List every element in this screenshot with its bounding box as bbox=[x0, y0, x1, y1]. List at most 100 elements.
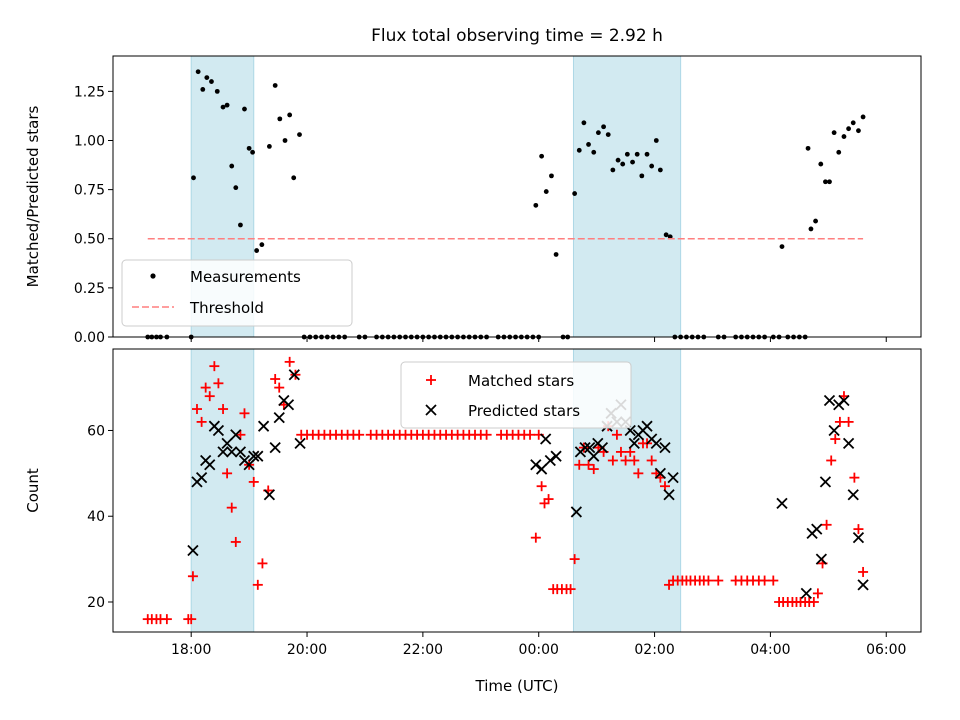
measurement-point bbox=[850, 120, 856, 126]
measurement-point bbox=[586, 142, 591, 147]
matched-star-marker bbox=[858, 566, 869, 577]
matched-star-marker bbox=[222, 468, 233, 479]
matched-star-marker bbox=[821, 519, 832, 530]
x-tick-label: 20:00 bbox=[287, 642, 327, 658]
y-tick-label: 60 bbox=[87, 423, 105, 439]
marker-stroke bbox=[579, 441, 591, 454]
marker-stroke bbox=[187, 544, 199, 557]
measurement-point bbox=[214, 88, 220, 94]
legend-predicted-label: Predicted stars bbox=[468, 402, 580, 420]
matched-star-marker bbox=[235, 429, 246, 440]
measurement-point bbox=[287, 112, 293, 118]
y-axis-label: Matched/Predicted stars bbox=[24, 106, 42, 288]
predicted-star-marker bbox=[579, 441, 591, 454]
predicted-star-marker bbox=[800, 587, 812, 600]
legend-predicted-marker bbox=[425, 404, 437, 416]
measurement-point bbox=[242, 106, 247, 112]
matched-star-marker bbox=[525, 429, 536, 440]
predicted-star-marker bbox=[650, 437, 662, 449]
marker-stroke bbox=[212, 424, 225, 437]
measurement-point bbox=[209, 79, 214, 84]
legend-measurement-label: Measurements bbox=[190, 268, 301, 286]
predicted-star-marker bbox=[294, 437, 306, 449]
matched-star-marker bbox=[239, 408, 250, 419]
marker-stroke bbox=[263, 489, 276, 501]
predicted-star-marker bbox=[187, 544, 199, 557]
predicted-star-marker bbox=[288, 369, 300, 381]
predicted-star-marker bbox=[588, 450, 600, 462]
marker-stroke bbox=[659, 441, 671, 454]
measurement-point bbox=[630, 159, 635, 165]
measurement-point bbox=[805, 145, 811, 151]
marker-stroke bbox=[588, 450, 600, 462]
chart-title: Flux total observing time = 2.92 h bbox=[371, 26, 663, 46]
marker-stroke bbox=[273, 411, 285, 424]
matched-star-marker bbox=[843, 416, 854, 427]
measurement-point bbox=[610, 167, 616, 173]
marker-stroke bbox=[584, 441, 596, 454]
predicted-star-marker bbox=[273, 411, 285, 424]
measurement-point bbox=[543, 189, 549, 194]
marker-stroke bbox=[842, 437, 855, 449]
predicted-star-marker bbox=[847, 489, 859, 501]
matched-star-marker bbox=[565, 584, 576, 595]
predicted-star-marker bbox=[596, 441, 609, 454]
matched-star-marker bbox=[191, 404, 202, 415]
matched-star-marker bbox=[481, 429, 492, 440]
matched-star-marker bbox=[849, 472, 860, 483]
y-tick-label: 0.50 bbox=[74, 232, 105, 248]
marker-stroke bbox=[234, 446, 247, 458]
marker-stroke bbox=[828, 424, 840, 437]
marker-stroke bbox=[650, 437, 662, 449]
measurement-point bbox=[246, 145, 252, 151]
matched-star-marker bbox=[213, 378, 224, 389]
predicted-star-marker bbox=[663, 489, 675, 501]
matched-star-marker bbox=[607, 455, 618, 466]
marker-stroke bbox=[667, 471, 679, 484]
predicted-star-marker bbox=[819, 476, 832, 488]
predicted-star-marker bbox=[550, 450, 562, 462]
predicted-star-marker bbox=[852, 532, 865, 544]
measurement-point bbox=[250, 149, 255, 155]
y-tick-label: 40 bbox=[87, 509, 105, 525]
legend-top: Measurements Threshold bbox=[121, 259, 353, 327]
measurement-point bbox=[841, 134, 847, 139]
x-tick-label: 00:00 bbox=[519, 642, 559, 658]
predicted-star-marker bbox=[204, 459, 216, 471]
matched-star-marker bbox=[629, 455, 640, 466]
marker-stroke bbox=[852, 532, 865, 544]
measurement-point bbox=[539, 153, 545, 159]
marker-stroke bbox=[243, 459, 255, 471]
x-axis-label: Time (UTC) bbox=[475, 677, 559, 695]
marker-stroke bbox=[663, 489, 675, 501]
predicted-star-marker bbox=[659, 441, 671, 454]
predicted-star-marker bbox=[828, 424, 840, 437]
predicted-star-marker bbox=[667, 471, 679, 484]
marker-stroke bbox=[857, 579, 869, 591]
measurement-point bbox=[204, 75, 210, 81]
predicted-star-marker bbox=[811, 523, 823, 535]
predicted-star-marker bbox=[535, 463, 548, 475]
matched-star-marker bbox=[226, 502, 237, 513]
measurement-point bbox=[856, 128, 861, 134]
matched-star-marker bbox=[186, 614, 197, 625]
y-tick-label: 0.00 bbox=[74, 330, 105, 346]
measurement-point bbox=[657, 167, 663, 173]
matched-star-marker bbox=[569, 554, 580, 565]
predicted-star-marker bbox=[540, 433, 552, 445]
marker-stroke bbox=[815, 553, 828, 565]
marker-stroke bbox=[282, 399, 295, 411]
measurement-point bbox=[576, 147, 582, 153]
shaded-interval bbox=[190, 348, 255, 633]
predicted-star-marker bbox=[257, 420, 270, 432]
marker-stroke bbox=[195, 471, 208, 484]
measurement-point bbox=[191, 175, 196, 181]
predicted-star-marker bbox=[282, 399, 295, 411]
measurement-point bbox=[624, 151, 630, 157]
matched-star-marker bbox=[834, 416, 845, 427]
predicted-star-marker bbox=[226, 446, 238, 458]
measurement-point bbox=[620, 161, 626, 167]
marker-stroke bbox=[776, 497, 788, 510]
marker-stroke bbox=[530, 459, 542, 471]
measurement-point bbox=[644, 151, 650, 157]
